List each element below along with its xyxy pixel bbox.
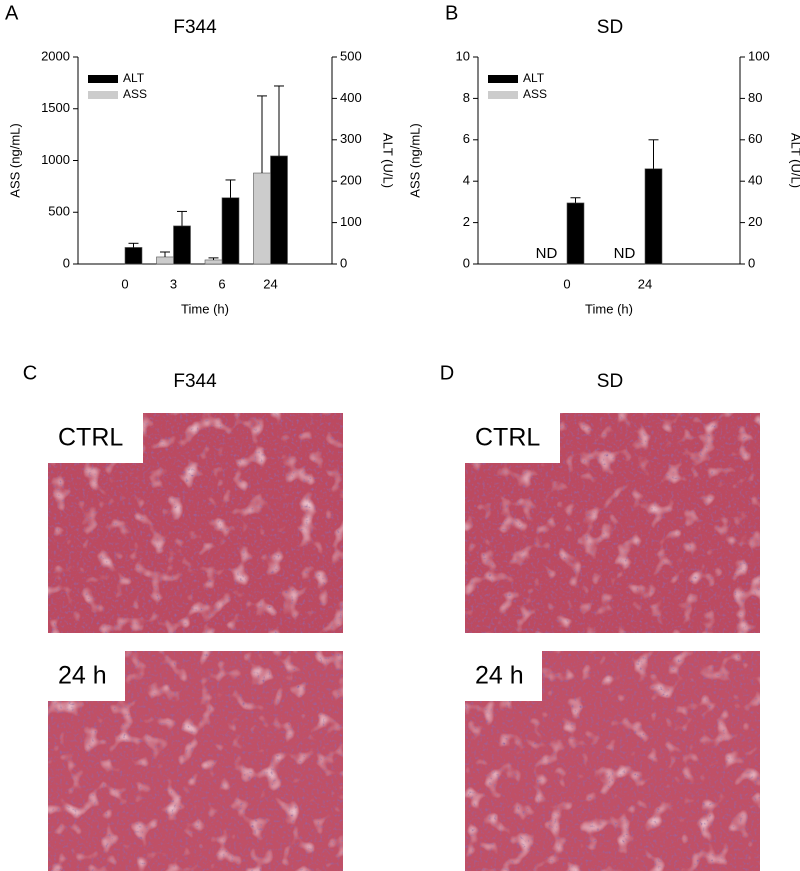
x-axis-label: Time (h) — [585, 301, 633, 316]
y-tick-label: 6 — [463, 131, 470, 146]
legend-label: ALT — [123, 71, 145, 85]
label-box — [465, 413, 560, 463]
legend-label: ASS — [523, 87, 547, 101]
y2-tick-label: 100 — [748, 48, 770, 63]
legend-swatch — [488, 91, 518, 99]
bar — [566, 202, 585, 265]
bar — [204, 259, 223, 265]
y2-tick-label: 200 — [340, 173, 362, 188]
y2-tick-label: 0 — [340, 255, 347, 270]
y2-tick-label: 300 — [340, 131, 362, 146]
y2-axis-label: ALT (U/L) — [789, 133, 800, 188]
image-label: 24 h — [58, 662, 107, 690]
chart-title: SD — [597, 17, 623, 38]
legend-swatch — [88, 91, 118, 99]
bar — [221, 197, 240, 265]
bar — [124, 247, 143, 265]
y2-tick-label: 60 — [748, 131, 762, 146]
y-tick-label: 1500 — [41, 100, 70, 115]
panel-title: F344 — [173, 371, 217, 392]
bar — [270, 155, 288, 265]
y2-tick-label: 20 — [748, 214, 762, 229]
y-tick-label: 2000 — [41, 48, 70, 63]
label-box — [48, 651, 125, 701]
bar — [156, 256, 174, 265]
image-label: 24 h — [475, 662, 524, 690]
y-tick-label: 500 — [48, 204, 70, 219]
panel-letter: C — [23, 362, 37, 384]
panel-letter: B — [445, 2, 458, 24]
y2-tick-label: 40 — [748, 173, 762, 188]
panel-title: SD — [597, 371, 623, 392]
y-axis-label: ASS (ng/mL) — [7, 123, 22, 197]
panel-letter: D — [440, 362, 454, 384]
value-label: ND — [536, 245, 558, 262]
y-tick-label: 10 — [456, 48, 470, 63]
label-box — [465, 651, 542, 701]
bar — [253, 172, 271, 265]
x-tick-label: 3 — [170, 276, 177, 291]
y-tick-label: 0 — [63, 255, 70, 270]
bar — [173, 225, 191, 265]
y-tick-label: 1000 — [41, 152, 70, 167]
y-tick-label: 4 — [463, 173, 470, 188]
bar — [644, 168, 663, 265]
x-tick-label: 6 — [218, 276, 225, 291]
image-label: CTRL — [58, 424, 123, 452]
y2-tick-label: 0 — [748, 255, 755, 270]
y2-tick-label: 100 — [340, 214, 362, 229]
y-tick-label: 0 — [463, 255, 470, 270]
y2-tick-label: 400 — [340, 90, 362, 105]
legend-swatch — [88, 75, 118, 83]
y2-tick-label: 500 — [340, 48, 362, 63]
legend-label: ASS — [123, 87, 147, 101]
x-tick-label: 24 — [638, 276, 652, 291]
y-axis-label: ASS (ng/mL) — [407, 123, 422, 197]
x-tick-label: 0 — [563, 276, 570, 291]
y2-tick-label: 80 — [748, 90, 762, 105]
x-tick-label: 0 — [121, 276, 128, 291]
image-label: CTRL — [475, 424, 540, 452]
value-label: ND — [614, 245, 636, 262]
chart-title: F344 — [173, 17, 217, 38]
panel-letter: A — [5, 2, 19, 24]
y-tick-label: 2 — [463, 214, 470, 229]
x-axis-label: Time (h) — [181, 301, 229, 316]
legend-label: ALT — [523, 71, 545, 85]
y2-axis-label: ALT (U/L) — [381, 133, 396, 188]
x-tick-label: 24 — [263, 276, 277, 291]
legend-swatch — [488, 75, 518, 83]
label-box — [48, 413, 143, 463]
y-tick-label: 8 — [463, 90, 470, 105]
